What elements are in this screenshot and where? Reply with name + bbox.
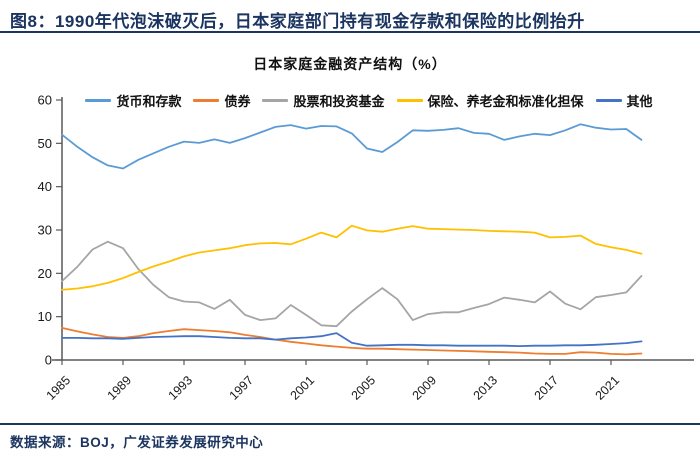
legend-swatch-bonds bbox=[193, 98, 220, 102]
legend-swatch-insurance bbox=[396, 98, 423, 102]
x-tick-label: 1997 bbox=[227, 373, 257, 403]
y-tick-label: 10 bbox=[38, 309, 52, 324]
legend-item-other: 其他 bbox=[595, 91, 653, 110]
y-tick-label: 0 bbox=[45, 353, 52, 368]
x-tick-label: 2017 bbox=[532, 373, 562, 403]
legend-label-insurance: 保险、养老金和标准化担保 bbox=[427, 93, 584, 109]
chart-legend: 货币和存款 债券 股票和投资基金 保险、养老金和标准化担保 其他 bbox=[44, 91, 694, 109]
x-tick-label: 2001 bbox=[288, 373, 318, 403]
legend-swatch-other bbox=[595, 98, 622, 102]
x-tick-label: 2021 bbox=[593, 373, 623, 403]
legend-item-bonds: 债券 bbox=[193, 91, 250, 110]
legend-item-deposits: 货币和存款 bbox=[85, 91, 181, 110]
legend-swatch-deposits bbox=[85, 98, 112, 102]
line-bonds bbox=[61, 326, 643, 356]
x-tick-label: 2005 bbox=[349, 373, 379, 403]
y-tick-label: 60 bbox=[38, 93, 52, 108]
line-equity_funds bbox=[61, 240, 643, 328]
footer-rule bbox=[0, 423, 700, 425]
legend-item-insurance: 保险、养老金和标准化担保 bbox=[396, 91, 584, 110]
legend-item-equity_funds: 股票和投资基金 bbox=[262, 91, 385, 110]
x-tick-label: 1985 bbox=[44, 373, 74, 403]
chart-title: 日本家庭金融资产结构（%） bbox=[253, 56, 447, 72]
legend-label-other: 其他 bbox=[626, 93, 653, 109]
x-tick-label: 2009 bbox=[410, 373, 440, 403]
figure-title: 图8：1990年代泡沫破灭后，日本家庭部门持有现金存款和保险的比例抬升 bbox=[10, 12, 585, 31]
header-rule bbox=[0, 31, 700, 33]
legend-label-bonds: 债券 bbox=[224, 93, 251, 109]
line-other bbox=[61, 332, 643, 348]
x-tick-label: 1993 bbox=[166, 373, 196, 403]
legend-swatch-equity_funds bbox=[262, 98, 289, 102]
y-tick-label: 30 bbox=[38, 223, 52, 238]
line-insurance bbox=[61, 224, 643, 291]
line-deposits bbox=[61, 123, 643, 170]
x-tick-label: 1989 bbox=[105, 373, 135, 403]
y-tick-label: 20 bbox=[38, 266, 52, 281]
legend-label-equity_funds: 股票和投资基金 bbox=[293, 93, 385, 109]
legend-label-deposits: 货币和存款 bbox=[116, 93, 182, 109]
y-tick-label: 40 bbox=[38, 179, 52, 194]
source-text: 数据来源：BOJ，广发证券发展研究中心 bbox=[10, 435, 264, 450]
y-tick-label: 50 bbox=[38, 136, 52, 151]
x-tick-label: 2013 bbox=[471, 373, 501, 403]
